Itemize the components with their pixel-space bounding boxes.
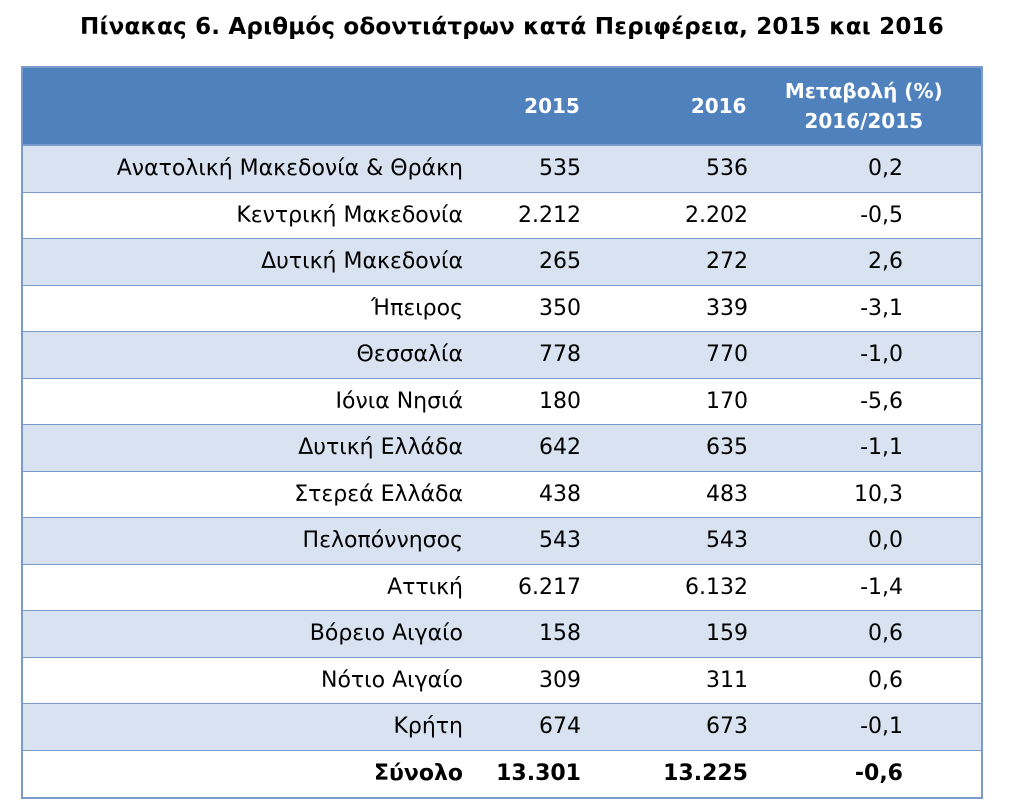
cell-change: 0,6 [868,621,903,647]
cell-2016: 536 [706,156,748,182]
cell-region: Δυτική Ελλάδα [298,435,463,461]
cell-2015: 265 [539,249,581,275]
cell-change: -0,6 [854,761,903,786]
cell-2015: 350 [539,295,581,321]
cell-region: Βόρειο Αιγαίο [309,621,463,647]
table-row: Πελοπόννησος 543 543 0,0 [23,518,981,565]
cell-change: 2,6 [868,249,903,275]
table-row: Θεσσαλία 778 770 -1,0 [23,332,981,379]
cell-2016: 543 [706,528,748,554]
cell-change: -5,6 [860,388,903,414]
cell-region: Αττική [387,574,463,600]
cell-2016: 170 [706,388,748,414]
header-change-line2: 2016/2015 [804,109,924,133]
dentists-table: 2015 2016 Μεταβολή (%) 2016/2015 Ανατολι… [21,66,983,799]
table-row: Ανατολική Μακεδονία & Θράκη 535 536 0,2 [23,146,981,193]
cell-2016: 635 [706,435,748,461]
table-row: Κεντρική Μακεδονία 2.212 2.202 -0,5 [23,193,981,239]
cell-2015: 2.212 [518,202,581,228]
cell-region: Κρήτη [393,714,463,740]
cell-change: 0,6 [868,667,903,693]
table-row: Ήπειρος 350 339 -3,1 [23,286,981,332]
cell-region: Θεσσαλία [356,342,463,368]
cell-change: -1,1 [860,435,903,461]
cell-change: -1,0 [860,342,903,368]
cell-change: -1,4 [860,574,903,600]
cell-region: Ιόνια Νησιά [335,388,463,414]
cell-region: Ήπειρος [370,295,463,321]
cell-region: Στερεά Ελλάδα [294,481,463,507]
cell-2016: 13.225 [663,761,748,786]
cell-region: Ανατολική Μακεδονία & Θράκη [116,156,463,182]
header-change: Μεταβολή (%) 2016/2015 [746,76,981,136]
cell-2016: 272 [706,249,748,275]
table-row: Αττική 6.217 6.132 -1,4 [23,565,981,611]
cell-2015: 309 [539,667,581,693]
cell-region: Δυτική Μακεδονία [261,249,463,275]
cell-2015: 180 [539,388,581,414]
cell-change: 10,3 [854,481,903,507]
table-row: Νότιο Αιγαίο 309 311 0,6 [23,658,981,704]
cell-2015: 6.217 [518,574,581,600]
cell-change: -0,5 [860,202,903,228]
cell-change: -3,1 [860,295,903,321]
header-change-line1: Μεταβολή (%) [784,79,943,103]
cell-region: Σύνολο [373,761,463,786]
table-row: Δυτική Μακεδονία 265 272 2,6 [23,239,981,286]
cell-change: -0,1 [860,714,903,740]
table-row: Ιόνια Νησιά 180 170 -5,6 [23,379,981,425]
cell-region: Κεντρική Μακεδονία [236,202,463,228]
cell-region: Πελοπόννησος [302,528,463,554]
cell-2015: 13.301 [496,761,581,786]
table-header: 2015 2016 Μεταβολή (%) 2016/2015 [23,68,981,146]
cell-2016: 2.202 [685,202,748,228]
cell-2015: 535 [539,156,581,182]
cell-2016: 6.132 [685,574,748,600]
cell-region: Νότιο Αιγαίο [321,667,463,693]
cell-2016: 159 [706,621,748,647]
cell-2016: 483 [706,481,748,507]
cell-2016: 770 [706,342,748,368]
cell-2016: 339 [706,295,748,321]
cell-2015: 438 [539,481,581,507]
cell-2016: 673 [706,714,748,740]
table-row: Δυτική Ελλάδα 642 635 -1,1 [23,425,981,472]
cell-2015: 674 [539,714,581,740]
table-row-total: Σύνολο 13.301 13.225 -0,6 [23,751,981,797]
cell-2015: 642 [539,435,581,461]
cell-2015: 778 [539,342,581,368]
table-row: Στερεά Ελλάδα 438 483 10,3 [23,472,981,518]
cell-change: 0,0 [868,528,903,554]
header-2016: 2016 [690,94,747,118]
page-title: Πίνακας 6. Αριθμός οδοντιάτρων κατά Περι… [80,14,944,40]
table-body: Ανατολική Μακεδονία & Θράκη 535 536 0,2 Κεντ… [23,146,981,751]
cell-2016: 311 [706,667,748,693]
table-row: Κρήτη 674 673 -0,1 [23,704,981,751]
cell-change: 0,2 [868,156,903,182]
table-row: Βόρειο Αιγαίο 158 159 0,6 [23,611,981,658]
cell-2015: 543 [539,528,581,554]
cell-2015: 158 [539,621,581,647]
header-2015: 2015 [524,94,580,118]
